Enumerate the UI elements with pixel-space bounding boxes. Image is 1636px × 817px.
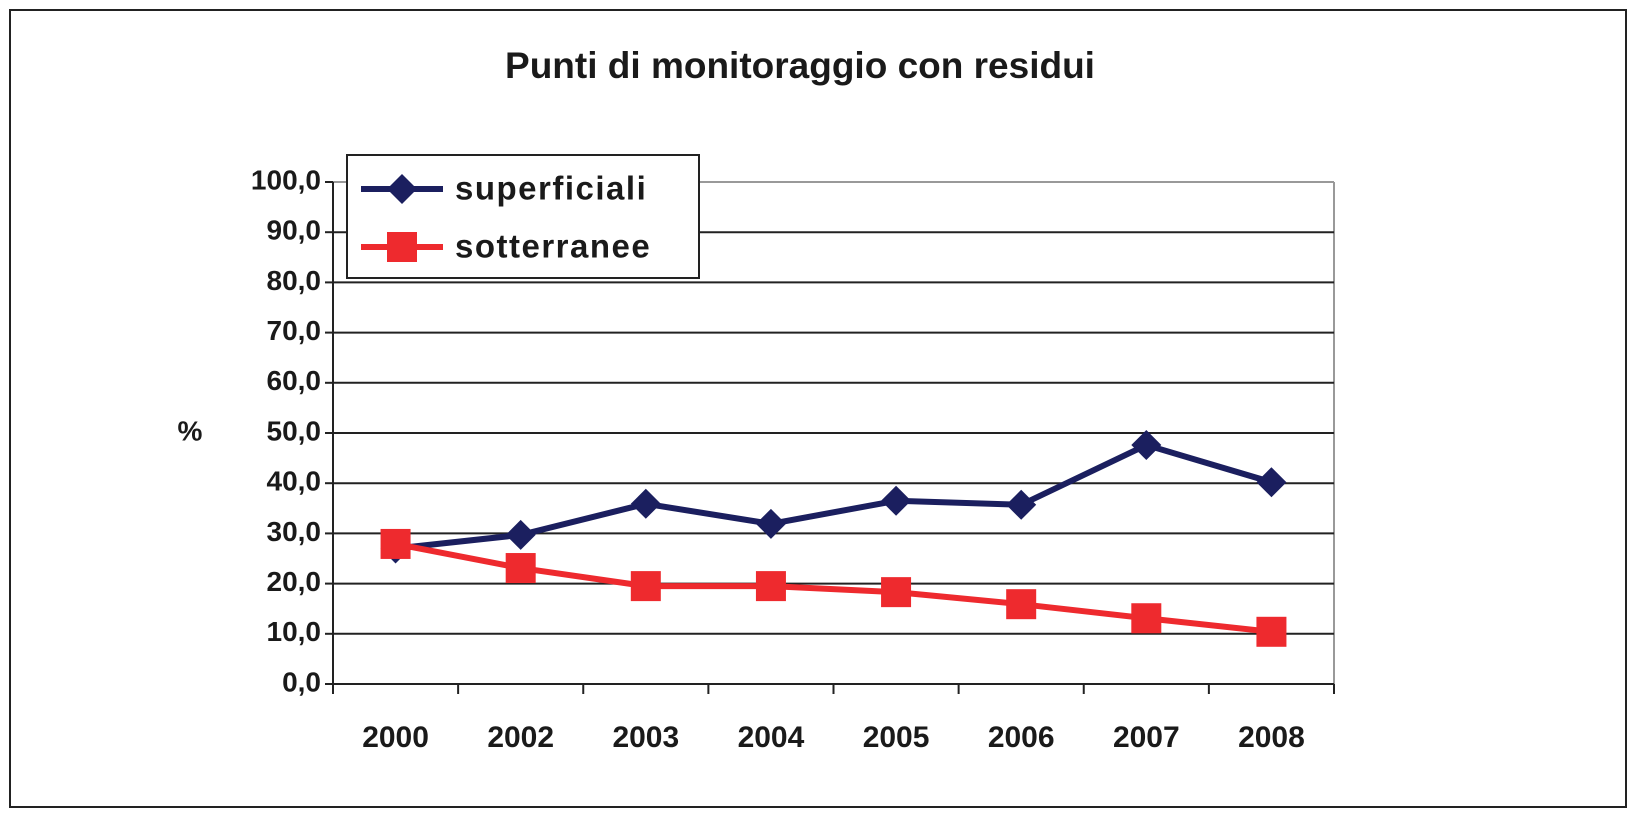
y-tick-label: 70,0 [267, 315, 322, 346]
y-tick-label: 40,0 [267, 466, 322, 497]
y-tick-label: 50,0 [267, 415, 322, 446]
y-tick-label: 60,0 [267, 365, 322, 396]
y-tick-label: 80,0 [267, 265, 322, 296]
y-tick-label: 20,0 [267, 566, 322, 597]
x-tick-label: 2004 [738, 721, 805, 754]
legend-label: sotterranee [455, 228, 651, 265]
series-line [394, 540, 1272, 635]
series-line [395, 441, 1273, 552]
point [755, 508, 786, 539]
chart-title: Punti di monitoraggio con residui [505, 45, 1095, 86]
x-tick-label: 2002 [487, 721, 554, 754]
point [1006, 489, 1037, 520]
point [755, 571, 786, 602]
x-tick-label: 2003 [612, 721, 679, 754]
legend-marker [387, 174, 417, 204]
y-axis-label: % [178, 415, 203, 446]
legend-label: superficiali [455, 170, 647, 207]
x-tick-label: 2008 [1238, 721, 1305, 754]
point [881, 577, 912, 608]
point [1256, 616, 1287, 647]
y-tick-label: 0,0 [282, 666, 321, 697]
point [505, 553, 536, 584]
frame [9, 9, 1627, 808]
point [1006, 589, 1037, 620]
x-tick-label: 2006 [988, 721, 1055, 754]
point [505, 519, 536, 550]
x-tick-label: 2007 [1113, 721, 1180, 754]
point [630, 571, 661, 602]
y-tick-label: 100,0 [251, 164, 321, 195]
x-tick-label: 2000 [362, 721, 429, 754]
x-tick-label: 2005 [863, 721, 930, 754]
point [630, 488, 661, 519]
point [1131, 603, 1162, 634]
point [1256, 467, 1287, 498]
y-tick-label: 90,0 [267, 215, 322, 246]
point [380, 528, 411, 559]
y-tick-label: 30,0 [267, 516, 322, 547]
point [881, 485, 912, 516]
point [1131, 430, 1162, 461]
legend-marker [387, 232, 417, 262]
y-tick-label: 10,0 [267, 616, 322, 647]
